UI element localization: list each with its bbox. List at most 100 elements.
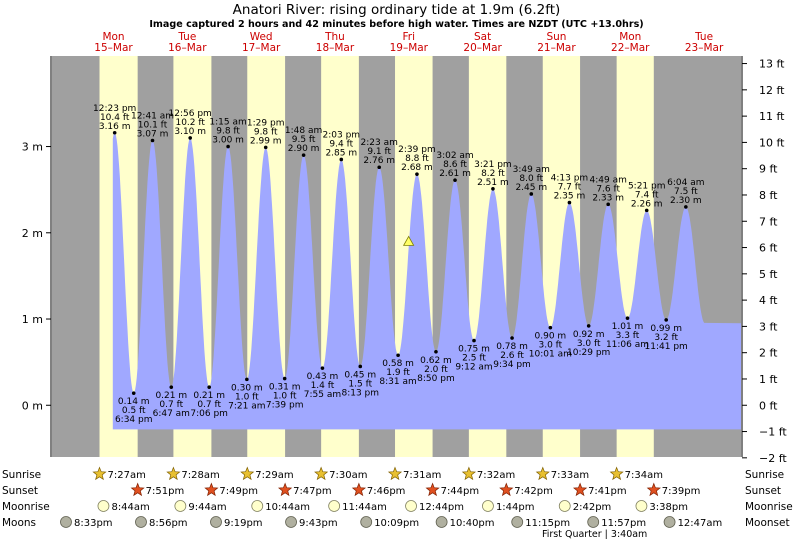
low-tide-ft: 0.7 ft xyxy=(159,400,183,410)
high-tide-time: 4:13 pm xyxy=(551,174,589,184)
sunset-time: 7:41pm xyxy=(588,486,627,497)
day-label-date: 19–Mar xyxy=(390,42,429,54)
low-tide-m: 1.01 m xyxy=(612,322,644,332)
sunrise-time: 7:28am xyxy=(181,470,219,481)
high-tide-time: 1:29 pm xyxy=(247,118,285,128)
moonrise-time: 8:44am xyxy=(111,502,149,513)
sunrise-time: 7:30am xyxy=(329,470,367,481)
sunrise-icon xyxy=(387,466,403,481)
day-label-dow: Fri xyxy=(403,31,416,43)
sun-moon-times: Sunrise Sunset Moonrise Moons Sunrise Sunset M… xyxy=(2,466,793,539)
moonset-time: 9:43pm xyxy=(299,518,338,529)
high-tide-ft: 9.5 ft xyxy=(292,135,316,145)
high-tide-point xyxy=(339,157,344,162)
high-tide-ft: 7.5 ft xyxy=(674,187,698,197)
low-tide-time: 7:21 am xyxy=(228,401,265,411)
sunset-icon xyxy=(573,482,588,497)
row-label-left: Sunset xyxy=(2,485,38,497)
high-tide-point xyxy=(606,202,610,207)
low-tide-ft: 3.0 ft xyxy=(577,339,601,349)
high-tide-ft: 8.0 ft xyxy=(519,174,543,184)
low-tide-point xyxy=(169,385,174,389)
high-tide-m: 2.51 m xyxy=(477,178,509,188)
day-label-date: 18–Mar xyxy=(316,42,355,54)
row-label-right: Moonrise xyxy=(745,501,793,513)
high-tide-time: 12:41 am xyxy=(131,112,174,122)
day-label-date: 20–Mar xyxy=(463,42,502,54)
high-tide-ft: 7.4 ft xyxy=(635,190,659,200)
day-label-date: 21–Mar xyxy=(537,42,576,54)
high-tide-ft: 10.4 ft xyxy=(100,113,130,123)
sunset-icon xyxy=(204,482,219,497)
right-tick-label: 5 ft xyxy=(759,268,778,281)
day-labels: Mon15–MarTue16–MarWed17–MarThu18–MarFri1… xyxy=(94,31,724,54)
low-tide-time: 11:41 pm xyxy=(645,342,688,352)
day-label-date: 22–Mar xyxy=(611,42,650,54)
right-tick-label: 1 ft xyxy=(759,373,778,386)
day-label-dow: Mon xyxy=(102,31,124,43)
sunrise-icon xyxy=(240,466,255,481)
moonrise-time: 2:42pm xyxy=(573,502,612,513)
right-tick-label: −2 ft xyxy=(759,452,787,465)
moonrise-icon xyxy=(251,500,264,512)
low-tide-point xyxy=(510,336,514,340)
low-tide-m: 0.21 m xyxy=(193,391,225,401)
high-tide-ft: 8.6 ft xyxy=(443,160,467,170)
sunset-icon xyxy=(499,482,514,497)
low-tide-ft: 2.5 ft xyxy=(462,354,486,364)
moonset-time: 8:56pm xyxy=(149,518,188,529)
high-tide-m: 3.16 m xyxy=(99,122,131,132)
low-tide-m: 0.30 m xyxy=(231,383,263,393)
high-tide-m: 3.10 m xyxy=(174,127,206,137)
row-label-left: Moons xyxy=(2,517,36,529)
low-tide-point xyxy=(131,391,136,395)
moonrise-time: 3:38pm xyxy=(649,502,688,513)
low-tide-ft: 2.0 ft xyxy=(424,365,448,375)
left-tick-label: 1 m xyxy=(22,313,43,326)
day-label-dow: Tue xyxy=(694,31,713,43)
moonrise-icon xyxy=(174,500,187,512)
sunrise-time: 7:31am xyxy=(403,470,441,481)
low-tide-time: 8:31 am xyxy=(379,377,416,387)
low-tide-point xyxy=(625,316,630,320)
sunrise-icon xyxy=(609,466,624,481)
left-tick-label: 2 m xyxy=(22,227,43,240)
sunrise-time: 7:32am xyxy=(477,470,515,481)
day-label-dow: Sat xyxy=(474,31,491,43)
sunset-icon xyxy=(646,482,661,497)
high-tide-ft: 9.1 ft xyxy=(367,147,391,157)
high-tide-time: 3:49 am xyxy=(513,165,550,175)
high-tide-point xyxy=(150,138,155,143)
low-tide-time: 6:47 am xyxy=(153,409,190,419)
row-label-right: Sunrise xyxy=(745,469,784,481)
low-tide-ft: 0.7 ft xyxy=(197,400,221,410)
moonrise-time: 12:44pm xyxy=(419,502,464,513)
low-tide-time: 9:34 pm xyxy=(493,360,531,370)
sunset-icon xyxy=(278,482,293,497)
high-tide-time: 3:21 pm xyxy=(474,160,512,170)
sunrise-time: 7:33am xyxy=(551,470,589,481)
moonset-icon xyxy=(663,516,676,528)
high-tide-m: 2.85 m xyxy=(325,148,357,158)
right-tick-label: 0 ft xyxy=(759,399,778,412)
low-tide-point xyxy=(358,364,363,369)
tide-area xyxy=(112,132,742,430)
moonrise-time: 10:44am xyxy=(265,502,310,513)
high-tide-time: 2:39 pm xyxy=(398,145,436,155)
right-tick-label: 13 ft xyxy=(759,58,785,71)
right-tick-label: 6 ft xyxy=(759,242,778,255)
day-label-dow: Mon xyxy=(619,31,641,43)
low-tide-m: 0.90 m xyxy=(535,332,567,342)
high-tide-m: 2.30 m xyxy=(670,196,702,206)
high-tide-ft: 9.8 ft xyxy=(254,127,278,137)
low-tide-point xyxy=(472,338,476,343)
sunset-icon xyxy=(351,482,367,497)
moonset-icon xyxy=(435,516,448,528)
day-label-dow: Tue xyxy=(177,31,196,43)
right-tick-label: 7 ft xyxy=(759,215,778,228)
high-tide-time: 12:56 pm xyxy=(169,109,212,119)
high-tide-time: 4:49 am xyxy=(590,175,627,185)
low-tide-point xyxy=(320,366,325,370)
sunset-time: 7:46pm xyxy=(367,486,406,497)
